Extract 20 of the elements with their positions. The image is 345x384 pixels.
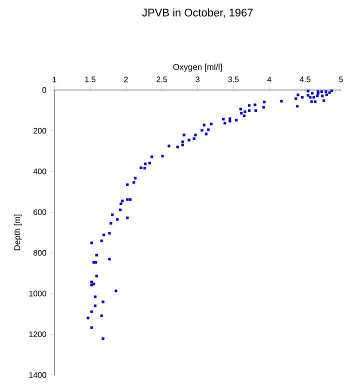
- y-axis-title: Depth [m]: [14, 214, 22, 250]
- y-tick-label: 200: [34, 128, 46, 134]
- x-tick-label: 1.5: [85, 76, 96, 82]
- x-tick-label: 2.5: [156, 76, 168, 82]
- x-tick-label: 4.5: [300, 76, 310, 82]
- x-tick-label: 2: [124, 76, 128, 82]
- y-tick-label: 1000: [29, 290, 46, 296]
- y-tick-label: 800: [33, 250, 46, 256]
- x-tick-label: 1: [52, 76, 56, 82]
- y-tick-label: 1400: [29, 372, 46, 378]
- y-tick-label: 400: [33, 168, 46, 174]
- x-tick-label: 3: [196, 76, 200, 82]
- x-tick-label: 5: [339, 76, 343, 82]
- chart-title: JPVB in October, 1967: [142, 8, 253, 18]
- y-tick-label: 0: [42, 87, 46, 93]
- y-tick-label: 600: [34, 209, 46, 215]
- y-tick-label: 1200: [29, 331, 46, 338]
- x-axis-title: Oxygen [ml/l]: [173, 64, 222, 72]
- x-tick-label: 4: [267, 76, 272, 82]
- x-tick-label: 3.5: [228, 76, 239, 82]
